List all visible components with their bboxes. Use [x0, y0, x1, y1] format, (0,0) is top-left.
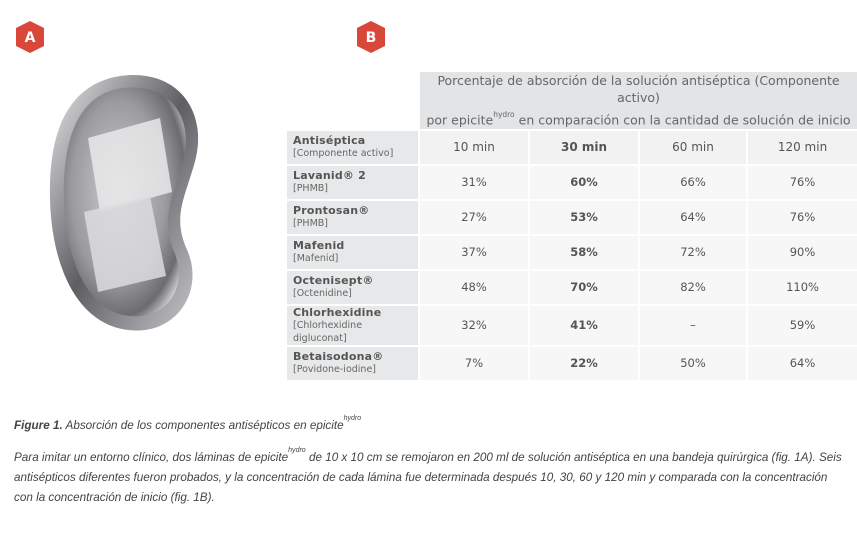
badge: [16, 21, 44, 53]
caption-text: Para imitar un entorno clínico, dos lámi…: [14, 451, 289, 464]
table-header: Porcentaje de absorción de la solución a…: [420, 72, 857, 129]
caption-title: Figure 1. Absorción de los componentes a…: [14, 409, 844, 436]
antiseptic-name: Betaisodona®: [293, 350, 384, 364]
table-row: Lavanid® 2 [PHMB] 31% 60% 66% 76%: [287, 165, 857, 199]
table-cell: 31%: [420, 165, 528, 199]
table-cell: 60%: [530, 165, 638, 199]
header-text: por epicite: [426, 112, 494, 128]
row-label: Betaisodona® [Povidone-iodine]: [287, 346, 418, 380]
badge-label: A: [25, 30, 36, 46]
table-cell: 58%: [530, 235, 638, 269]
table-cell: 90%: [748, 235, 857, 269]
kidney-dish: [49, 75, 199, 331]
table-cell: 59%: [748, 305, 857, 345]
table-cell: 41%: [530, 305, 638, 345]
active-component: [Chlorhexidine digluconat]: [293, 319, 363, 344]
table-row: Octenisept® [Octenidine] 48% 70% 82% 110%: [287, 270, 857, 304]
caption-text: Absorción de los componentes antiséptico…: [65, 419, 344, 432]
active-component: [Mafenid]: [293, 253, 339, 265]
column-header: 30 min: [530, 130, 638, 164]
antiseptic-name: Mafenid: [293, 239, 345, 253]
caption: Figure 1. Absorción de los componentes a…: [14, 409, 844, 508]
row-label: Lavanid® 2 [PHMB]: [287, 165, 418, 199]
antiseptic-name: Chlorhexidine: [293, 305, 382, 319]
table-cell: 32%: [420, 305, 528, 345]
corner-subtitle: [Componente activo]: [293, 148, 394, 160]
table-cell: 64%: [748, 346, 857, 380]
header-text: Porcentaje de absorción de la solución a…: [437, 73, 840, 105]
caption-body: Para imitar un entorno clínico, dos lámi…: [14, 441, 844, 508]
table-cell: 66%: [640, 165, 746, 199]
antiseptic-name: Lavanid® 2: [293, 169, 366, 183]
table-cell: 53%: [530, 200, 638, 234]
row-label: Chlorhexidine [Chlorhexidine digluconat]: [287, 305, 418, 345]
table-cell: 72%: [640, 235, 746, 269]
table-cell: –: [640, 305, 746, 345]
superscript: hydro: [493, 110, 515, 119]
table-cell: 37%: [420, 235, 528, 269]
table-cell: 48%: [420, 270, 528, 304]
table-cell: 7%: [420, 346, 528, 380]
table-row: Chlorhexidine [Chlorhexidine digluconat] 3…: [287, 305, 857, 345]
active-component: [PHMB]: [293, 183, 328, 195]
antiseptic-name: Octenisept®: [293, 274, 374, 288]
table-cell: 27%: [420, 200, 528, 234]
row-label: Mafenid [Mafenid]: [287, 235, 418, 269]
table-row: Mafenid [Mafenid] 37% 58% 72% 90%: [287, 235, 857, 269]
caption-label: Figure 1.: [14, 419, 63, 432]
row-label: Octenisept® [Octenidine]: [287, 270, 418, 304]
table-cell: 70%: [530, 270, 638, 304]
antiseptic-name: Prontosan®: [293, 204, 370, 218]
table-cell: 50%: [640, 346, 746, 380]
corner-cell: Antiséptica [Componente activo]: [287, 130, 418, 164]
absorption-table: Porcentaje de absorción de la solución a…: [285, 70, 857, 382]
table-cell: 64%: [640, 200, 746, 234]
active-component: [Octenidine]: [293, 288, 352, 300]
badge-label: B: [366, 30, 377, 46]
column-header: 60 min: [640, 130, 746, 164]
superscript: hydro: [343, 415, 362, 422]
table-cell: 76%: [748, 165, 857, 199]
caption-text: de 10 x 10 cm se remojaron en 200 ml de …: [14, 451, 842, 504]
column-header: 120 min: [748, 130, 857, 164]
superscript: hydro: [288, 447, 306, 454]
table-row: Betaisodona® [Povidone-iodine] 7% 22% 50% 64%: [287, 346, 857, 380]
figure-graphics: A B: [16, 21, 385, 331]
table-cell: 82%: [640, 270, 746, 304]
corner-title: Antiséptica: [293, 134, 366, 148]
active-component: [PHMB]: [293, 218, 328, 230]
active-component: [Povidone-iodine]: [293, 364, 376, 376]
table-row: Prontosan® [PHMB] 27% 53% 64% 76%: [287, 200, 857, 234]
row-label: Prontosan® [PHMB]: [287, 200, 418, 234]
badge: [357, 21, 385, 53]
header-text: en comparación con la cantidad de soluci…: [518, 112, 851, 128]
table-cell: 22%: [530, 346, 638, 380]
column-header: 10 min: [420, 130, 528, 164]
table-cell: 76%: [748, 200, 857, 234]
table-cell: 110%: [748, 270, 857, 304]
